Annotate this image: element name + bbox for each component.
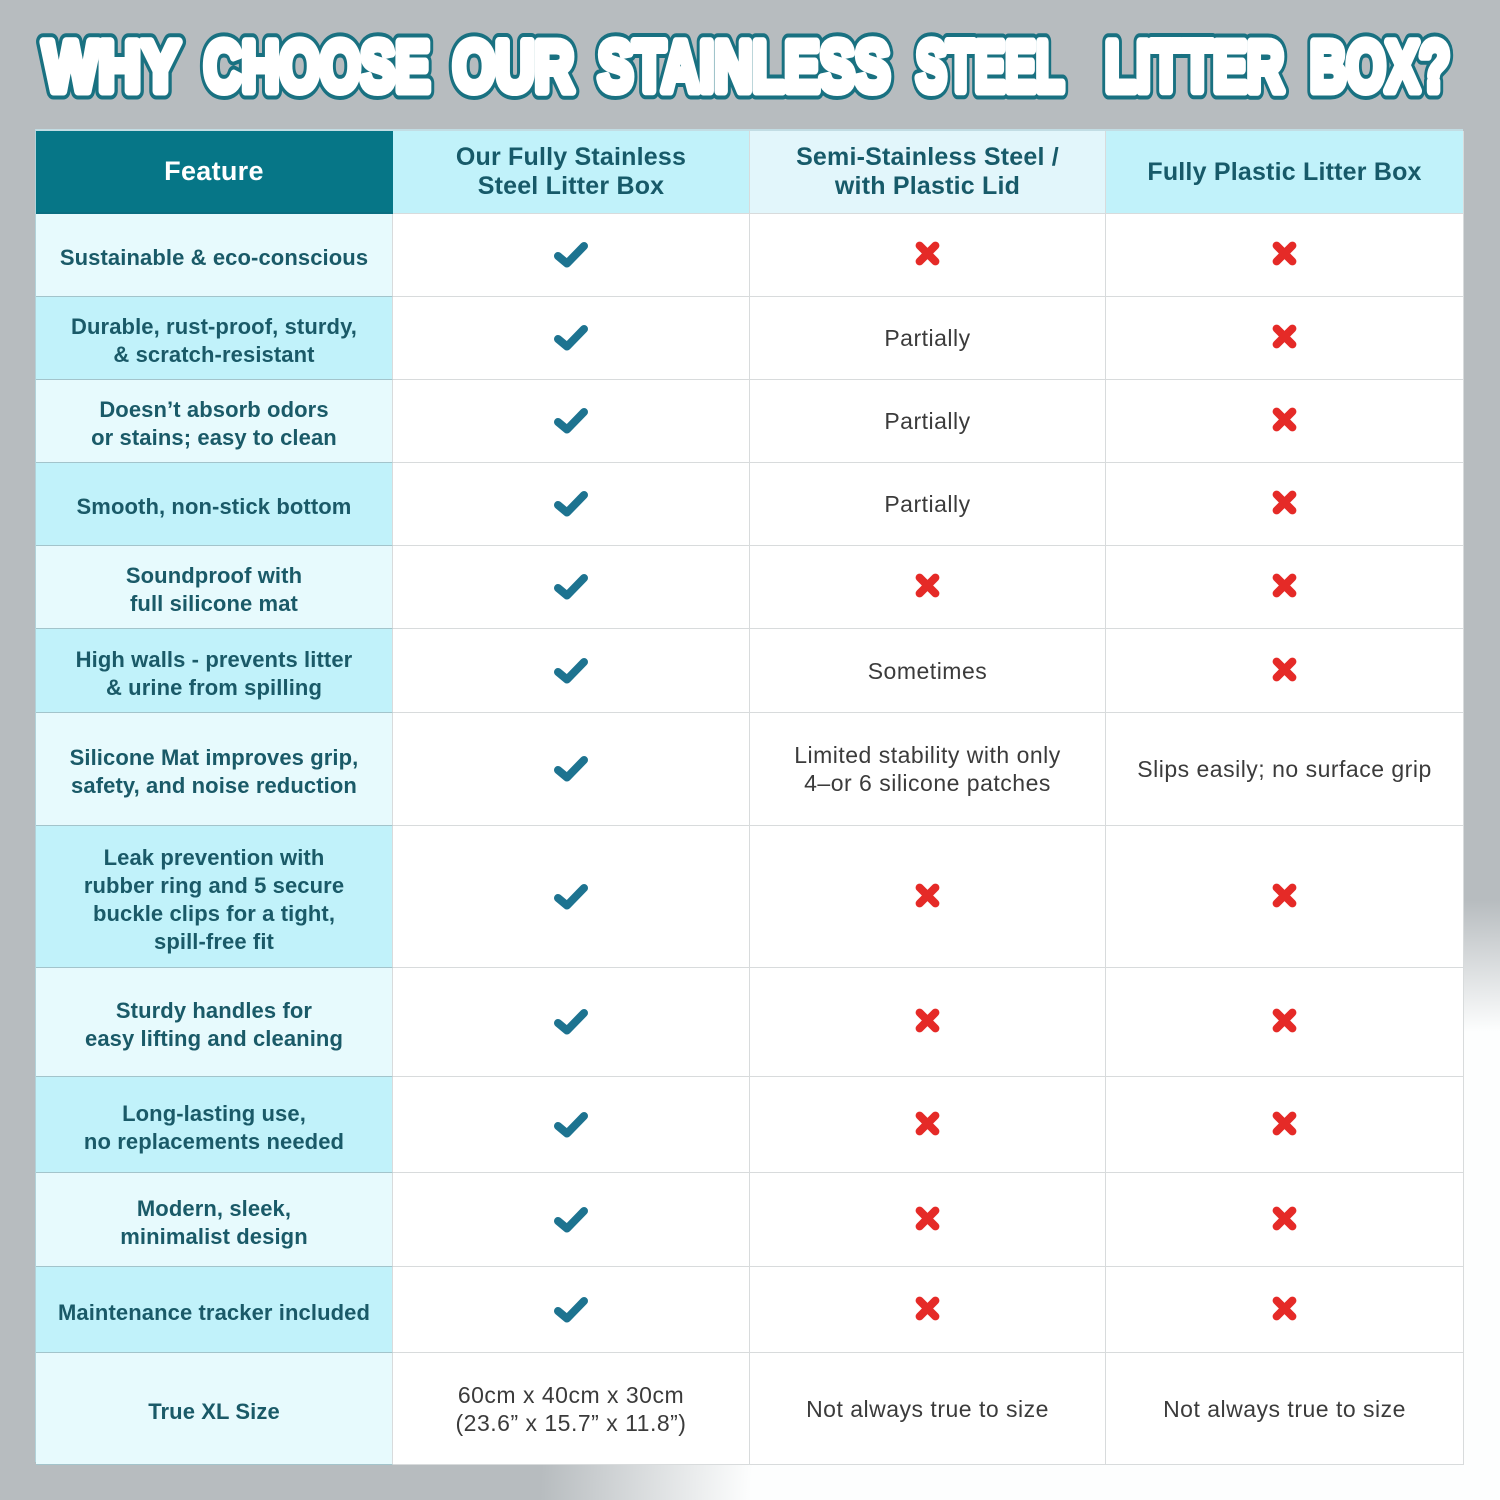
svg-text:OUR: OUR xyxy=(453,28,574,107)
svg-text:LITTER: LITTER xyxy=(1105,28,1284,107)
svg-text:OUR: OUR xyxy=(453,28,574,107)
svg-text:BOX?: BOX? xyxy=(1310,28,1450,107)
svg-text:BOX?: BOX? xyxy=(1310,28,1450,107)
svg-text:LITTER: LITTER xyxy=(1105,28,1284,107)
svg-text:CHOOSE: CHOOSE xyxy=(204,28,430,107)
svg-text:CHOOSE: CHOOSE xyxy=(204,28,430,107)
svg-text:WHY: WHY xyxy=(43,28,180,107)
svg-text:STEEL: STEEL xyxy=(916,28,1064,107)
svg-text:STAINLESS: STAINLESS xyxy=(598,28,890,107)
svg-text:STAINLESS: STAINLESS xyxy=(598,28,890,107)
svg-text:WHY: WHY xyxy=(43,28,180,107)
svg-text:STEEL: STEEL xyxy=(916,28,1064,107)
